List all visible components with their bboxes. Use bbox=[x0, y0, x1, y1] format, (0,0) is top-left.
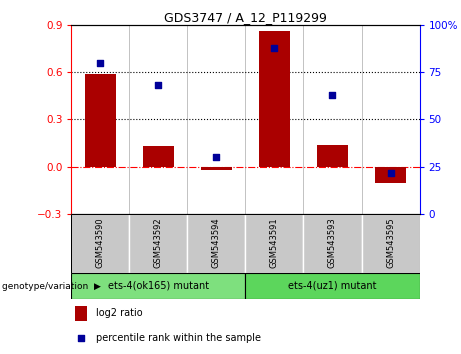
Bar bbox=[201, 167, 232, 170]
Text: GSM543591: GSM543591 bbox=[270, 217, 279, 268]
Point bbox=[331, 210, 338, 216]
Point bbox=[329, 92, 336, 98]
Bar bbox=[71, 273, 245, 299]
Text: percentile rank within the sample: percentile rank within the sample bbox=[96, 333, 261, 343]
Bar bbox=[84, 74, 117, 167]
Text: GSM543590: GSM543590 bbox=[96, 217, 105, 268]
Title: GDS3747 / A_12_P119299: GDS3747 / A_12_P119299 bbox=[164, 11, 327, 24]
Text: ets-4(uz1) mutant: ets-4(uz1) mutant bbox=[288, 281, 377, 291]
Point bbox=[271, 45, 278, 50]
Text: ets-4(ok165) mutant: ets-4(ok165) mutant bbox=[108, 281, 209, 291]
Bar bbox=[303, 214, 361, 273]
Bar bbox=[130, 214, 188, 273]
Bar bbox=[142, 146, 174, 167]
Bar bbox=[75, 306, 87, 321]
Point bbox=[213, 154, 220, 160]
Text: GSM543592: GSM543592 bbox=[154, 217, 163, 268]
Text: log2 ratio: log2 ratio bbox=[96, 308, 142, 318]
Bar bbox=[245, 273, 420, 299]
Bar bbox=[259, 31, 290, 167]
Point bbox=[155, 82, 162, 88]
Bar bbox=[317, 145, 349, 167]
Text: GSM543594: GSM543594 bbox=[212, 217, 221, 268]
Bar bbox=[361, 214, 420, 273]
Text: GSM543595: GSM543595 bbox=[386, 217, 395, 268]
Bar bbox=[245, 214, 303, 273]
Bar bbox=[374, 167, 407, 183]
Text: genotype/variation  ▶: genotype/variation ▶ bbox=[2, 281, 101, 291]
Bar bbox=[188, 214, 245, 273]
Bar bbox=[71, 214, 130, 273]
Text: GSM543593: GSM543593 bbox=[328, 217, 337, 268]
Point bbox=[387, 170, 394, 175]
Point bbox=[97, 60, 104, 65]
